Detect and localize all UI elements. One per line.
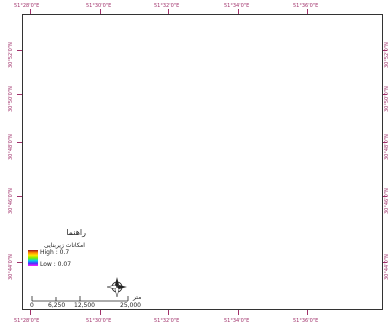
legend-title: راهنما <box>66 228 86 237</box>
top-tick-label: 51°34'0"E <box>224 3 250 9</box>
legend-low-label: Low : 0.07 <box>40 261 72 268</box>
map-frame <box>22 14 383 310</box>
right-tick-label: 30°52'0"N <box>384 42 390 68</box>
left-tick-label: 30°48'0"N <box>8 134 14 160</box>
right-tick-label: 30°50'0"N <box>384 86 390 112</box>
top-tick-label: 51°36'0"E <box>293 3 319 9</box>
map-legend: راهنما امکانات زیربنایی High : 0.7 Low :… <box>26 228 106 276</box>
bottom-tick-label: 51°32'0"E <box>154 318 180 324</box>
top-tick-label: 51°28'0"E <box>14 3 40 9</box>
left-tick-label: 30°50'0"N <box>8 86 14 112</box>
left-tick-label: 30°52'0"N <box>8 42 14 68</box>
left-tick-label: 30°46'0"N <box>8 188 14 214</box>
top-tick-label: 51°30'0"E <box>86 3 112 9</box>
bottom-tick-label: 51°28'0"E <box>14 318 40 324</box>
scale-unit: متر <box>133 294 142 301</box>
scale-bar: متر 0 6,250 12,500 25,000 <box>30 294 160 311</box>
legend-subtitle: امکانات زیربنایی <box>44 242 85 249</box>
top-tick-label: 51°32'0"E <box>154 3 180 9</box>
left-tick-label: 30°44'0"N <box>8 254 14 280</box>
legend-high-label: High : 0.7 <box>40 249 70 256</box>
right-tick-label: 30°44'0"N <box>384 254 390 280</box>
right-tick-label: 30°46'0"N <box>384 188 390 214</box>
compass-rose-icon <box>104 276 130 298</box>
scale-label: 0 <box>30 302 34 309</box>
scale-label: 25,000 <box>120 302 141 309</box>
bottom-tick-label: 51°36'0"E <box>293 318 319 324</box>
legend-color-ramp <box>28 250 38 266</box>
bottom-tick-label: 51°34'0"E <box>224 318 250 324</box>
right-tick-label: 30°48'0"N <box>384 134 390 160</box>
scale-label: 6,250 <box>48 302 66 309</box>
scale-label: 12,500 <box>74 302 95 309</box>
bottom-tick-label: 51°30'0"E <box>86 318 112 324</box>
